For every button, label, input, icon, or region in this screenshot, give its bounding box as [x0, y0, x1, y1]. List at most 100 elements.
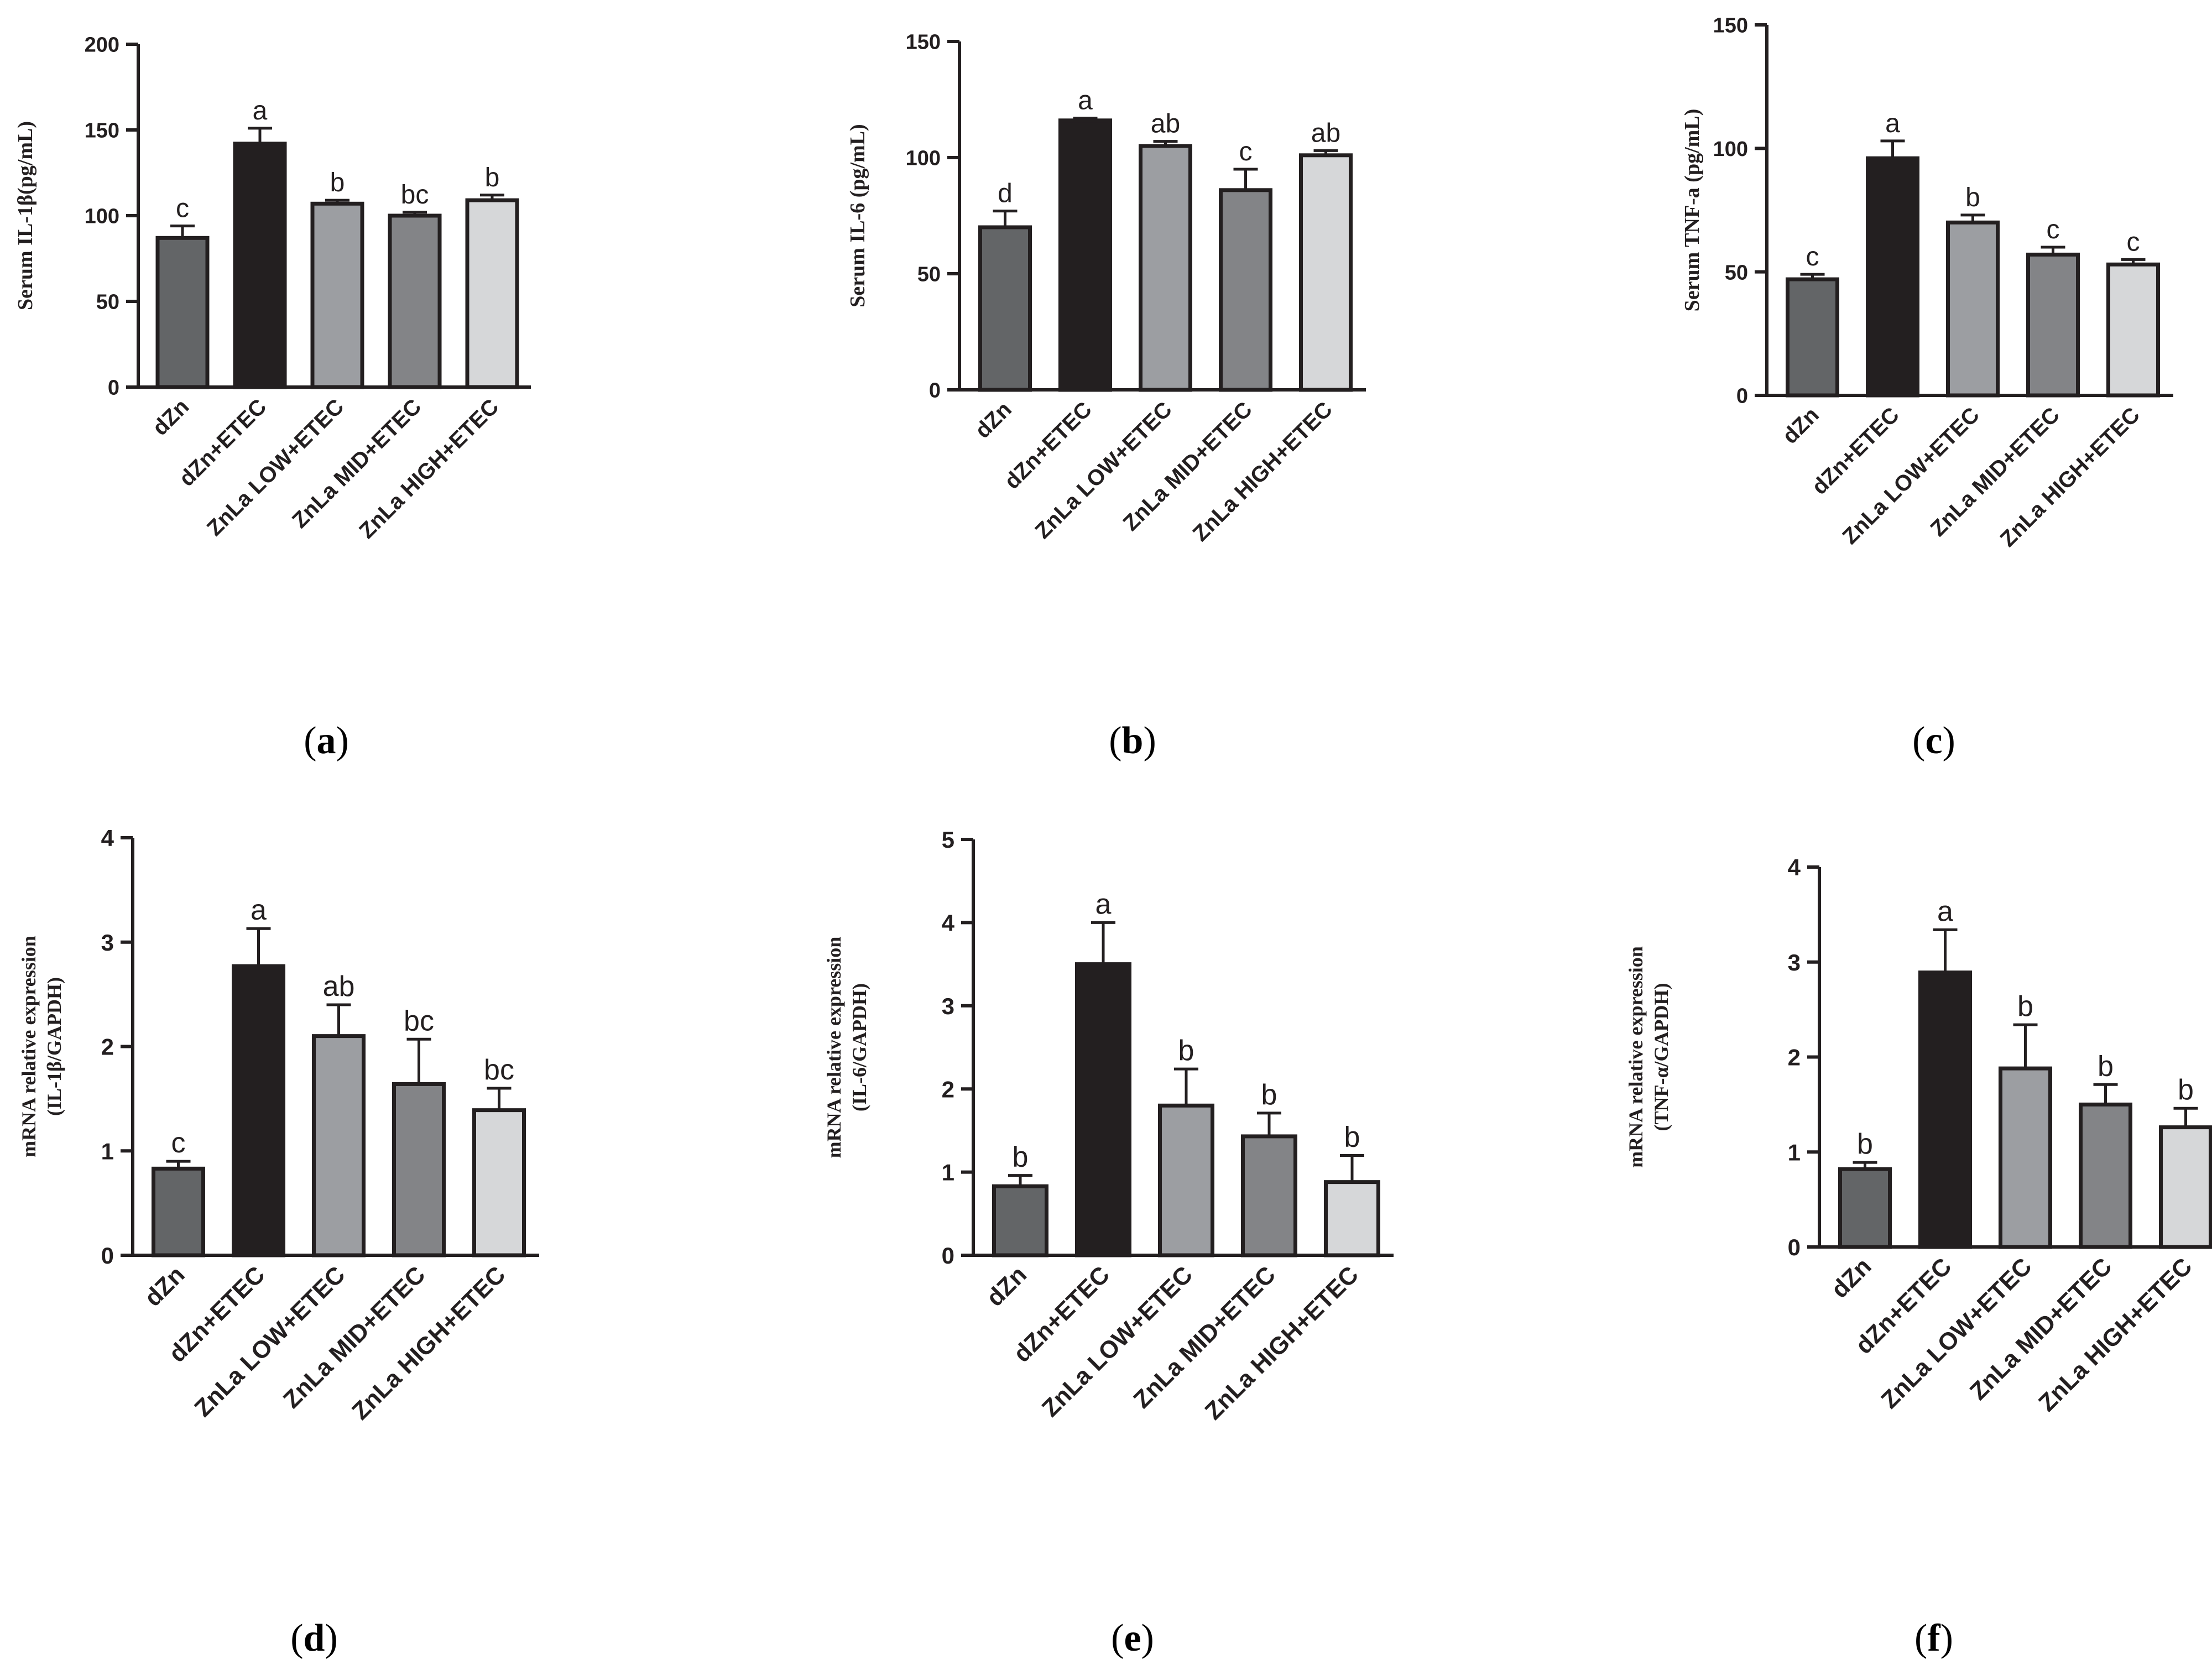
bar-znla-low-etec: [310, 201, 364, 389]
significance-label: c: [2127, 227, 2140, 257]
significance-label: b: [1965, 183, 1980, 212]
x-tick-label: ZnLa HIGH+ETEC: [347, 1261, 511, 1425]
significance-label: b: [2178, 1074, 2194, 1106]
y-axis-title: (IL-6/GAPDH): [848, 983, 870, 1111]
bar-znla-mid-etec: [2026, 252, 2080, 398]
y-tick-label: 4: [1788, 854, 1801, 880]
x-tick-label: dZn: [139, 1261, 190, 1312]
bar-znla-mid-etec: [1219, 188, 1272, 392]
y-axis-title: (IL-1β/GAPDH): [43, 977, 65, 1116]
bar-dzn: [992, 1184, 1048, 1257]
y-tick-label: 0: [1736, 385, 1748, 408]
bar-dzn: [152, 1166, 205, 1257]
y-tick-label: 150: [85, 119, 119, 143]
x-tick-label: dZn: [981, 1261, 1032, 1312]
x-tick-label: dZn: [1826, 1252, 1877, 1303]
significance-label: b: [485, 163, 500, 192]
bar-znla-low-etec: [312, 1034, 366, 1257]
y-axis-title: (TNF-α/GAPDH): [1650, 983, 1672, 1131]
x-tick-label: dZn: [1778, 403, 1824, 448]
significance-label: a: [1095, 888, 1112, 920]
bar-znla-high-etec: [472, 1108, 526, 1257]
bar-znla-mid-etec: [388, 213, 442, 389]
y-axis-title: Serum IL-6 (pg/mL): [846, 124, 869, 307]
x-tick-label: ZnLa LOW+ETEC: [1838, 403, 1984, 549]
x-tick-label: ZnLa LOW+ETEC: [189, 1261, 350, 1422]
x-tick-label: ZnLa HIGH+ETEC: [1996, 403, 2145, 551]
x-tick-label: ZnLa HIGH+ETEC: [2033, 1252, 2198, 1417]
y-tick-label: 50: [1725, 261, 1748, 284]
bar-znla-high-etec: [465, 198, 519, 389]
panel-label: (b): [1109, 719, 1156, 762]
y-tick-label: 4: [942, 910, 955, 936]
bar-dzn: [978, 225, 1032, 392]
significance-label: b: [330, 168, 345, 197]
y-tick-label: 200: [85, 34, 119, 57]
x-tick-label: ZnLa MID+ETEC: [278, 1261, 431, 1413]
y-tick-label: 1: [101, 1138, 114, 1164]
bar-dzn: [155, 236, 210, 389]
significance-label: ab: [1311, 118, 1340, 148]
y-axis-title: mRNA relative expression: [1625, 946, 1647, 1168]
significance-label: bc: [401, 180, 429, 210]
x-tick-label: ZnLa HIGH+ETEC: [1200, 1261, 1364, 1425]
panel-label: (a): [304, 719, 349, 762]
y-tick-label: 5: [942, 827, 954, 853]
y-tick-label: 1: [942, 1160, 954, 1186]
significance-label: a: [253, 96, 268, 126]
x-tick-label: ZnLa HIGH+ETEC: [354, 394, 503, 543]
bar-dzn: [1838, 1167, 1892, 1249]
y-tick-label: 3: [101, 930, 114, 956]
x-tick-label: ZnLa LOW+ETEC: [1030, 397, 1176, 543]
y-tick-label: 150: [1713, 14, 1748, 38]
panel-label: (c): [1912, 719, 1955, 762]
x-tick-label: ZnLa MID+ETEC: [288, 394, 426, 533]
y-axis-title: mRNA relative expression: [823, 937, 845, 1158]
y-tick-label: 0: [101, 1243, 114, 1269]
y-tick-label: 100: [906, 147, 941, 170]
significance-label: c: [1239, 137, 1253, 166]
y-tick-label: 0: [108, 377, 119, 400]
x-tick-label: ZnLa LOW+ETEC: [202, 394, 348, 540]
bar-dzn-etec: [232, 964, 285, 1257]
bar-znla-high-etec: [2106, 262, 2160, 398]
bar-znla-high-etec: [1324, 1180, 1380, 1257]
significance-label: a: [251, 894, 267, 926]
y-tick-label: 0: [942, 1243, 954, 1269]
panel-label: (f): [1914, 1617, 1953, 1659]
panel-label: (e): [1111, 1617, 1154, 1659]
significance-label: b: [1344, 1121, 1360, 1154]
significance-label: ab: [1151, 109, 1180, 139]
bar-dzn-etec: [1075, 962, 1131, 1257]
significance-label: c: [2047, 215, 2060, 244]
y-axis-title: mRNA relative expression: [18, 936, 40, 1157]
x-tick-label: ZnLa LOW+ETEC: [1037, 1261, 1198, 1422]
significance-label: a: [1885, 109, 1900, 138]
significance-label: ab: [323, 970, 355, 1003]
bar-dzn-etec: [1866, 156, 1919, 398]
y-tick-label: 4: [101, 825, 114, 851]
y-tick-label: 50: [917, 263, 941, 286]
y-axis-title: Serum IL-1β(pg/mL): [14, 121, 37, 310]
significance-label: a: [1078, 86, 1093, 116]
y-tick-label: 0: [1788, 1234, 1801, 1260]
significance-label: b: [1013, 1141, 1029, 1173]
y-tick-label: 0: [929, 379, 941, 403]
chart-panel-f: 0 1 2 3 4 mRNA relative expression (TNF-α/GAPD…: [1625, 854, 2212, 1659]
x-tick-label: ZnLa LOW+ETEC: [1876, 1252, 2037, 1413]
significance-label: a: [1937, 895, 1953, 927]
y-tick-label: 100: [85, 205, 119, 228]
y-tick-label: 2: [1788, 1045, 1801, 1071]
x-tick-label: dZn: [971, 397, 1016, 443]
y-tick-label: 50: [96, 291, 119, 314]
bar-znla-low-etec: [1139, 144, 1192, 392]
significance-label: bc: [404, 1005, 434, 1037]
significance-label: c: [176, 194, 189, 223]
x-tick-label: dZn: [148, 394, 194, 440]
bar-znla-low-etec: [1999, 1066, 2052, 1249]
x-tick-label: ZnLa MID+ETEC: [1965, 1252, 2117, 1405]
y-tick-label: 1: [1788, 1139, 1801, 1165]
y-tick-label: 2: [942, 1076, 954, 1102]
